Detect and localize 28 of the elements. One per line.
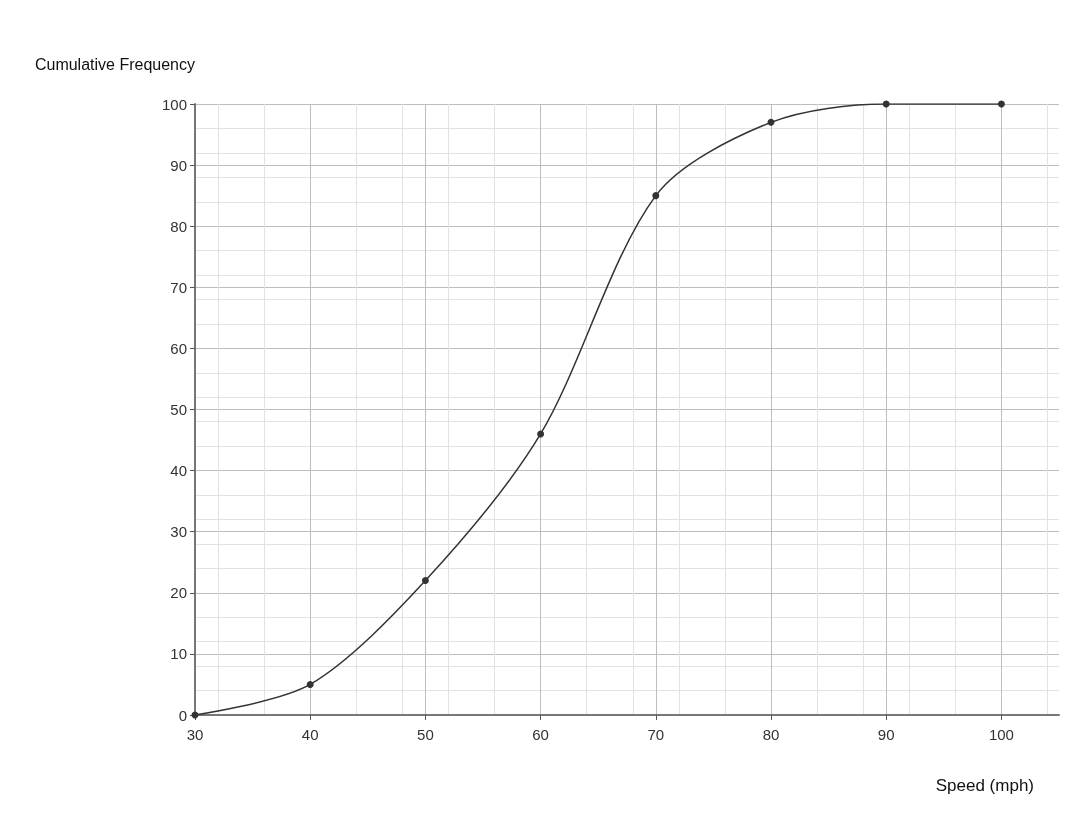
x-tick-label: 90 <box>877 726 895 743</box>
point <box>537 430 545 438</box>
x-tick-label: 50 <box>417 726 434 743</box>
y-axis-title: Cumulative Frequency <box>34 55 195 73</box>
x-tick-label: 30 <box>186 726 204 743</box>
y-tick-label: 50 <box>170 401 187 418</box>
y-tick-label: 30 <box>170 523 187 541</box>
y-tick-label: 60 <box>170 339 187 357</box>
x-tick-label: 100 <box>988 726 1014 743</box>
y-tick-label: 90 <box>170 156 187 174</box>
point <box>306 680 314 688</box>
point <box>652 192 660 200</box>
x-tick-label: 40 <box>301 726 319 743</box>
x-axis-title: Speed (mph) <box>935 776 1035 795</box>
y-tick-label: 0 <box>178 706 187 724</box>
y-tick-label: 20 <box>170 584 187 602</box>
point <box>882 100 890 108</box>
y-tick-label: 10 <box>170 645 187 663</box>
point <box>767 118 775 126</box>
x-tick-label: 60 <box>532 726 549 743</box>
y-tick-label: 40 <box>170 462 187 480</box>
y-tick-label: 100 <box>161 95 187 113</box>
y-tick-label: 70 <box>170 278 187 296</box>
x-tick-label: 70 <box>647 726 665 743</box>
point <box>997 100 1005 108</box>
point <box>421 577 429 585</box>
y-tick-label: 80 <box>170 217 187 235</box>
x-tick-label: 80 <box>762 726 780 743</box>
